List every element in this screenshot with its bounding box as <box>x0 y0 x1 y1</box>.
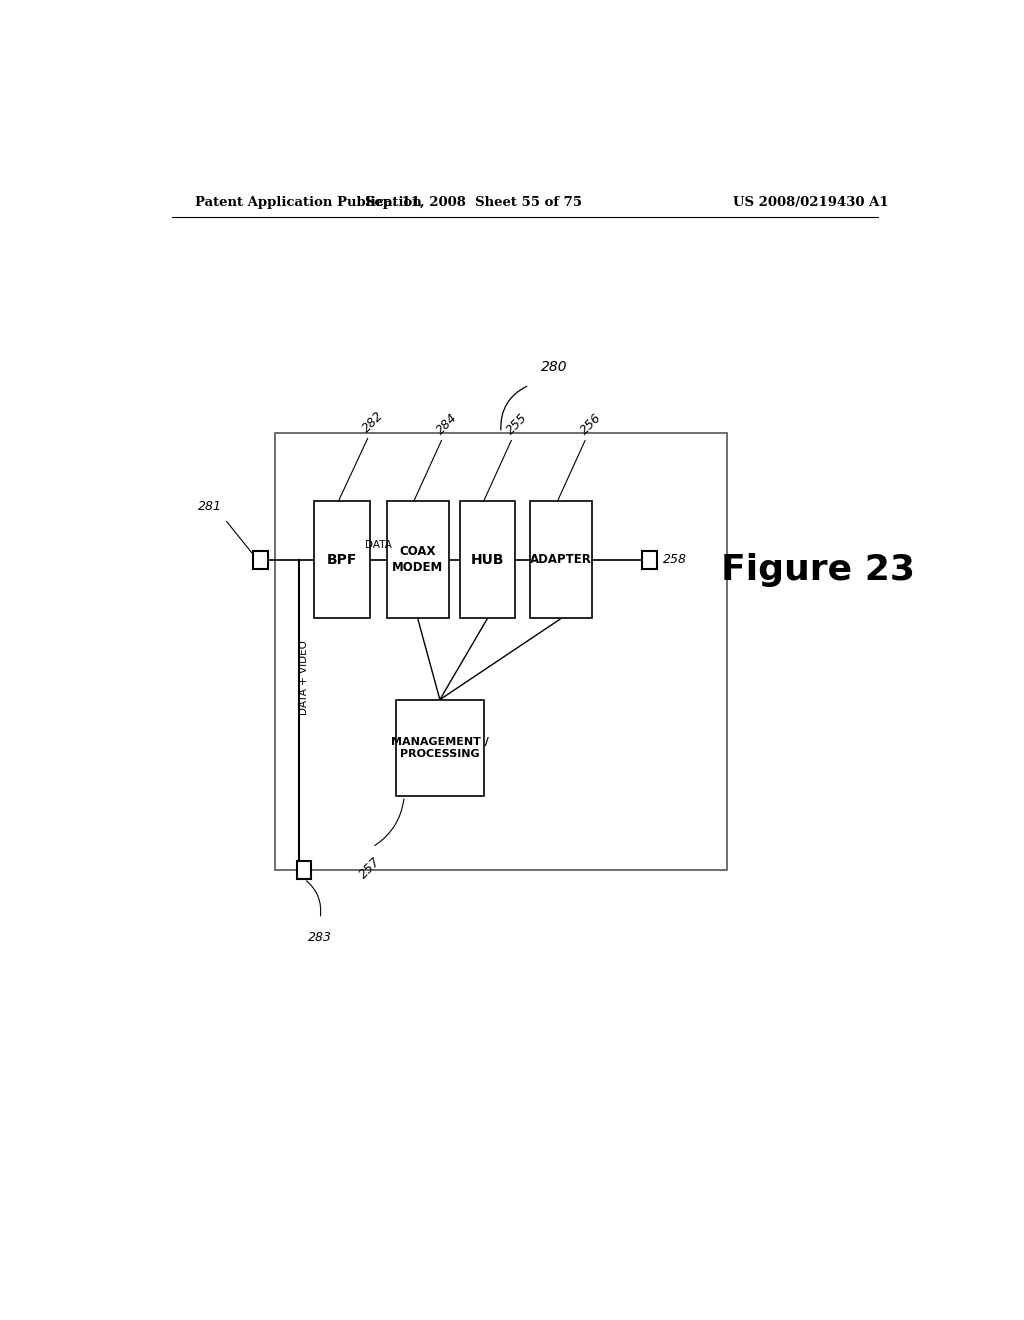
Text: 280: 280 <box>541 360 567 374</box>
Text: DATA: DATA <box>365 540 392 549</box>
Text: 281: 281 <box>199 500 222 513</box>
Text: COAX
MODEM: COAX MODEM <box>392 545 443 574</box>
Bar <box>460 502 515 618</box>
Bar <box>274 433 727 870</box>
Text: BPF: BPF <box>327 553 357 566</box>
Bar <box>396 700 483 796</box>
Bar <box>642 550 656 569</box>
Bar <box>530 502 592 618</box>
Text: 282: 282 <box>360 409 386 436</box>
Text: 257: 257 <box>357 855 383 882</box>
Bar <box>387 502 449 618</box>
Text: DATA + VIDEO: DATA + VIDEO <box>299 640 309 715</box>
Text: Figure 23: Figure 23 <box>722 553 915 587</box>
Bar <box>253 550 267 569</box>
Text: US 2008/0219430 A1: US 2008/0219430 A1 <box>733 195 888 209</box>
Text: 258: 258 <box>663 553 687 566</box>
Text: 283: 283 <box>308 931 332 944</box>
Text: MANAGEMENT /
PROCESSING: MANAGEMENT / PROCESSING <box>391 737 488 759</box>
Text: Patent Application Publication: Patent Application Publication <box>196 195 422 209</box>
Text: 256: 256 <box>578 412 604 437</box>
Text: HUB: HUB <box>471 553 504 566</box>
Text: ADAPTER: ADAPTER <box>530 553 592 566</box>
Bar <box>297 861 311 879</box>
Text: 255: 255 <box>504 412 529 437</box>
Text: 284: 284 <box>434 412 460 437</box>
Text: Sep. 11, 2008  Sheet 55 of 75: Sep. 11, 2008 Sheet 55 of 75 <box>365 195 582 209</box>
Bar <box>314 502 370 618</box>
